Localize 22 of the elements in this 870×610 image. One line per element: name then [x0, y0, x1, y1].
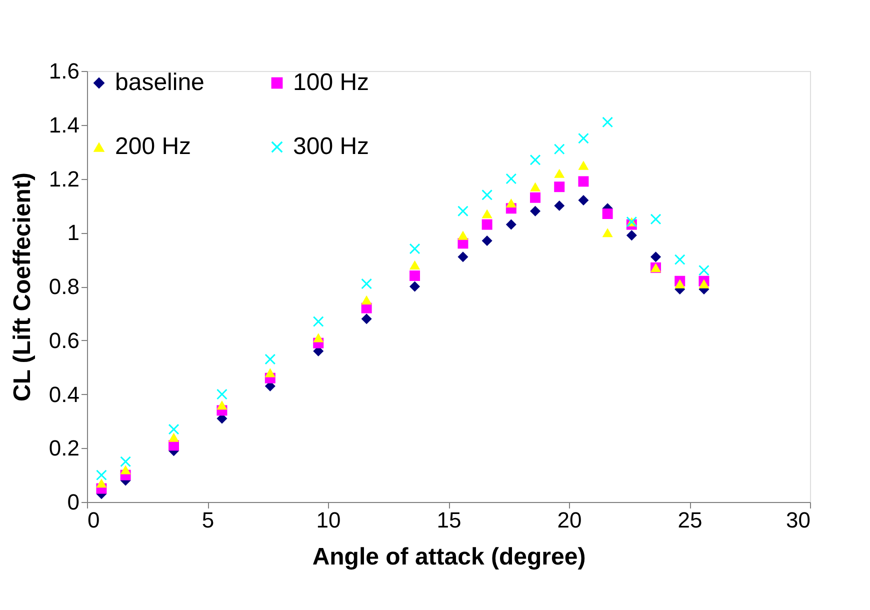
x-axis-title: Angle of attack (degree) [312, 544, 586, 570]
y-tick-label: 1.4 [48, 112, 80, 138]
legend-label: 300 Hz [293, 133, 370, 160]
x-tick-label: 30 [786, 508, 810, 532]
legend-label: baseline [115, 69, 204, 96]
y-tick-label: 1.2 [48, 166, 80, 192]
y-tick-label: 0.8 [48, 274, 80, 299]
x-tick-label: 25 [678, 508, 702, 532]
x-tick-label: 15 [436, 508, 462, 532]
x-tick-label: 5 [202, 508, 214, 532]
y-tick-label: 0 [67, 490, 80, 514]
x-tick-label: 0 [88, 508, 100, 532]
legend-label: 200 Hz [115, 133, 192, 160]
x-tick-label: 20 [557, 508, 582, 532]
y-tick-label: 1 [67, 220, 80, 246]
x-tick-label: 10 [316, 508, 341, 532]
y-tick-label: 1.6 [48, 58, 80, 84]
y-tick-label: 0.4 [48, 382, 80, 407]
y-tick-label: 0.6 [48, 328, 80, 353]
y-tick-label: 0.2 [48, 436, 80, 461]
y-axis-title: CL (Lift Coeffecient) [8, 172, 36, 402]
legend-label: 100 Hz [293, 69, 370, 96]
